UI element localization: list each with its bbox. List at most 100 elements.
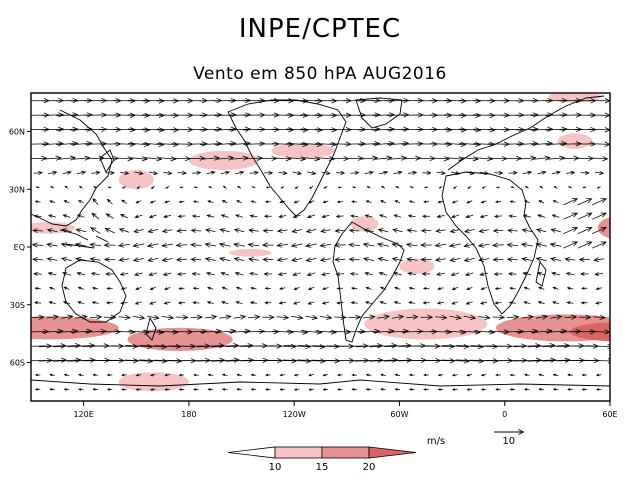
wind-vector [509, 200, 516, 204]
wind-vector [358, 126, 381, 132]
shaded-region [495, 314, 610, 342]
wind-vector [458, 127, 482, 133]
wind-vector [142, 127, 165, 133]
wind-vector [458, 112, 482, 118]
wind-vector [335, 214, 344, 219]
wind-vector [279, 388, 285, 391]
wind-vector [539, 185, 544, 189]
wind-vector [593, 314, 606, 320]
wind-vector [335, 170, 346, 175]
wind-vector [78, 185, 83, 189]
wind-vector [351, 388, 357, 391]
wind-vector [336, 373, 343, 377]
wind-vector [577, 212, 593, 220]
wind-vector [250, 286, 257, 290]
wind-vector [451, 301, 459, 305]
wind-vector [262, 257, 274, 262]
wind-vector [520, 242, 533, 248]
wind-vector [502, 141, 525, 147]
wind-vector [55, 126, 79, 132]
wind-vector [523, 301, 531, 305]
wind-vector [377, 228, 389, 233]
wind-vector [393, 170, 403, 175]
wind-vector [163, 301, 171, 305]
wind-vector [466, 200, 473, 204]
wind-vector [516, 328, 539, 334]
wind-vector [149, 200, 156, 204]
wind-vector [308, 388, 314, 391]
wind-vector [364, 301, 373, 305]
wind-vector [552, 373, 559, 377]
wind-vector [576, 155, 595, 162]
wind-vector [200, 328, 223, 334]
wind-vector [293, 200, 300, 204]
wind-vector [173, 155, 192, 162]
wind-vector [264, 170, 274, 175]
map-frame [30, 92, 611, 402]
legend-swatch [368, 446, 417, 459]
wind-vector [177, 301, 186, 305]
wind-vector [127, 141, 151, 147]
wind-vector [135, 373, 142, 377]
shaded-region [118, 372, 189, 392]
wind-vector [394, 200, 401, 204]
wind-vector [537, 301, 545, 305]
wind-vector [437, 373, 444, 377]
wind-vector [262, 228, 274, 233]
legend-label: 20 [363, 462, 376, 473]
wind-vector [423, 388, 429, 391]
wind-vector [594, 272, 604, 276]
wind-vector [378, 214, 387, 218]
wind-vector [537, 170, 547, 175]
wind-vector [381, 185, 386, 189]
wind-vector [279, 287, 286, 290]
wind-vector [538, 388, 544, 391]
wind-vector [379, 301, 387, 305]
wind-vector [595, 301, 603, 305]
wind-vector [106, 301, 114, 305]
wind-vector [407, 271, 417, 276]
wind-vector [372, 112, 396, 118]
wind-vector [225, 343, 254, 349]
wind-vector [142, 329, 165, 335]
wind-vector [280, 186, 285, 189]
wind-vector [521, 228, 533, 233]
wind-vector [235, 214, 244, 218]
wind-vector [509, 286, 516, 290]
wind-vector [407, 170, 418, 175]
wind-vector [449, 257, 461, 263]
wind-vector [176, 228, 187, 233]
wind-vector [334, 314, 347, 320]
wind-vector [72, 155, 91, 161]
wind-vector [52, 357, 82, 363]
wind-vector [473, 329, 496, 335]
wind-vector [62, 214, 71, 218]
wind-vector [236, 388, 242, 391]
wind-vector [350, 170, 360, 175]
wind-vector [550, 314, 563, 320]
wind-vector [423, 373, 429, 377]
wind-vector [276, 228, 288, 233]
wind-vector [107, 186, 112, 189]
wind-vector [214, 141, 237, 147]
wind-vector [494, 286, 502, 290]
wind-vector [300, 127, 324, 133]
wind-vector [207, 200, 214, 203]
shaded-region [399, 258, 435, 274]
wind-vector [549, 257, 562, 262]
wind-vector [276, 314, 290, 320]
wind-vector [535, 242, 548, 248]
wind-vector [134, 170, 144, 176]
wind-vector [118, 228, 130, 233]
wind-vector [221, 200, 228, 204]
wind-vector [305, 242, 317, 248]
wind-vector [408, 286, 415, 290]
wind-vector [291, 314, 304, 320]
y-tick-label: 30S [10, 301, 25, 310]
wind-vector [142, 112, 165, 118]
wind-vector [216, 155, 235, 161]
wind-vector [502, 328, 525, 335]
wind-vector [134, 214, 143, 219]
wind-vector [365, 286, 372, 290]
wind-vector [191, 271, 201, 276]
